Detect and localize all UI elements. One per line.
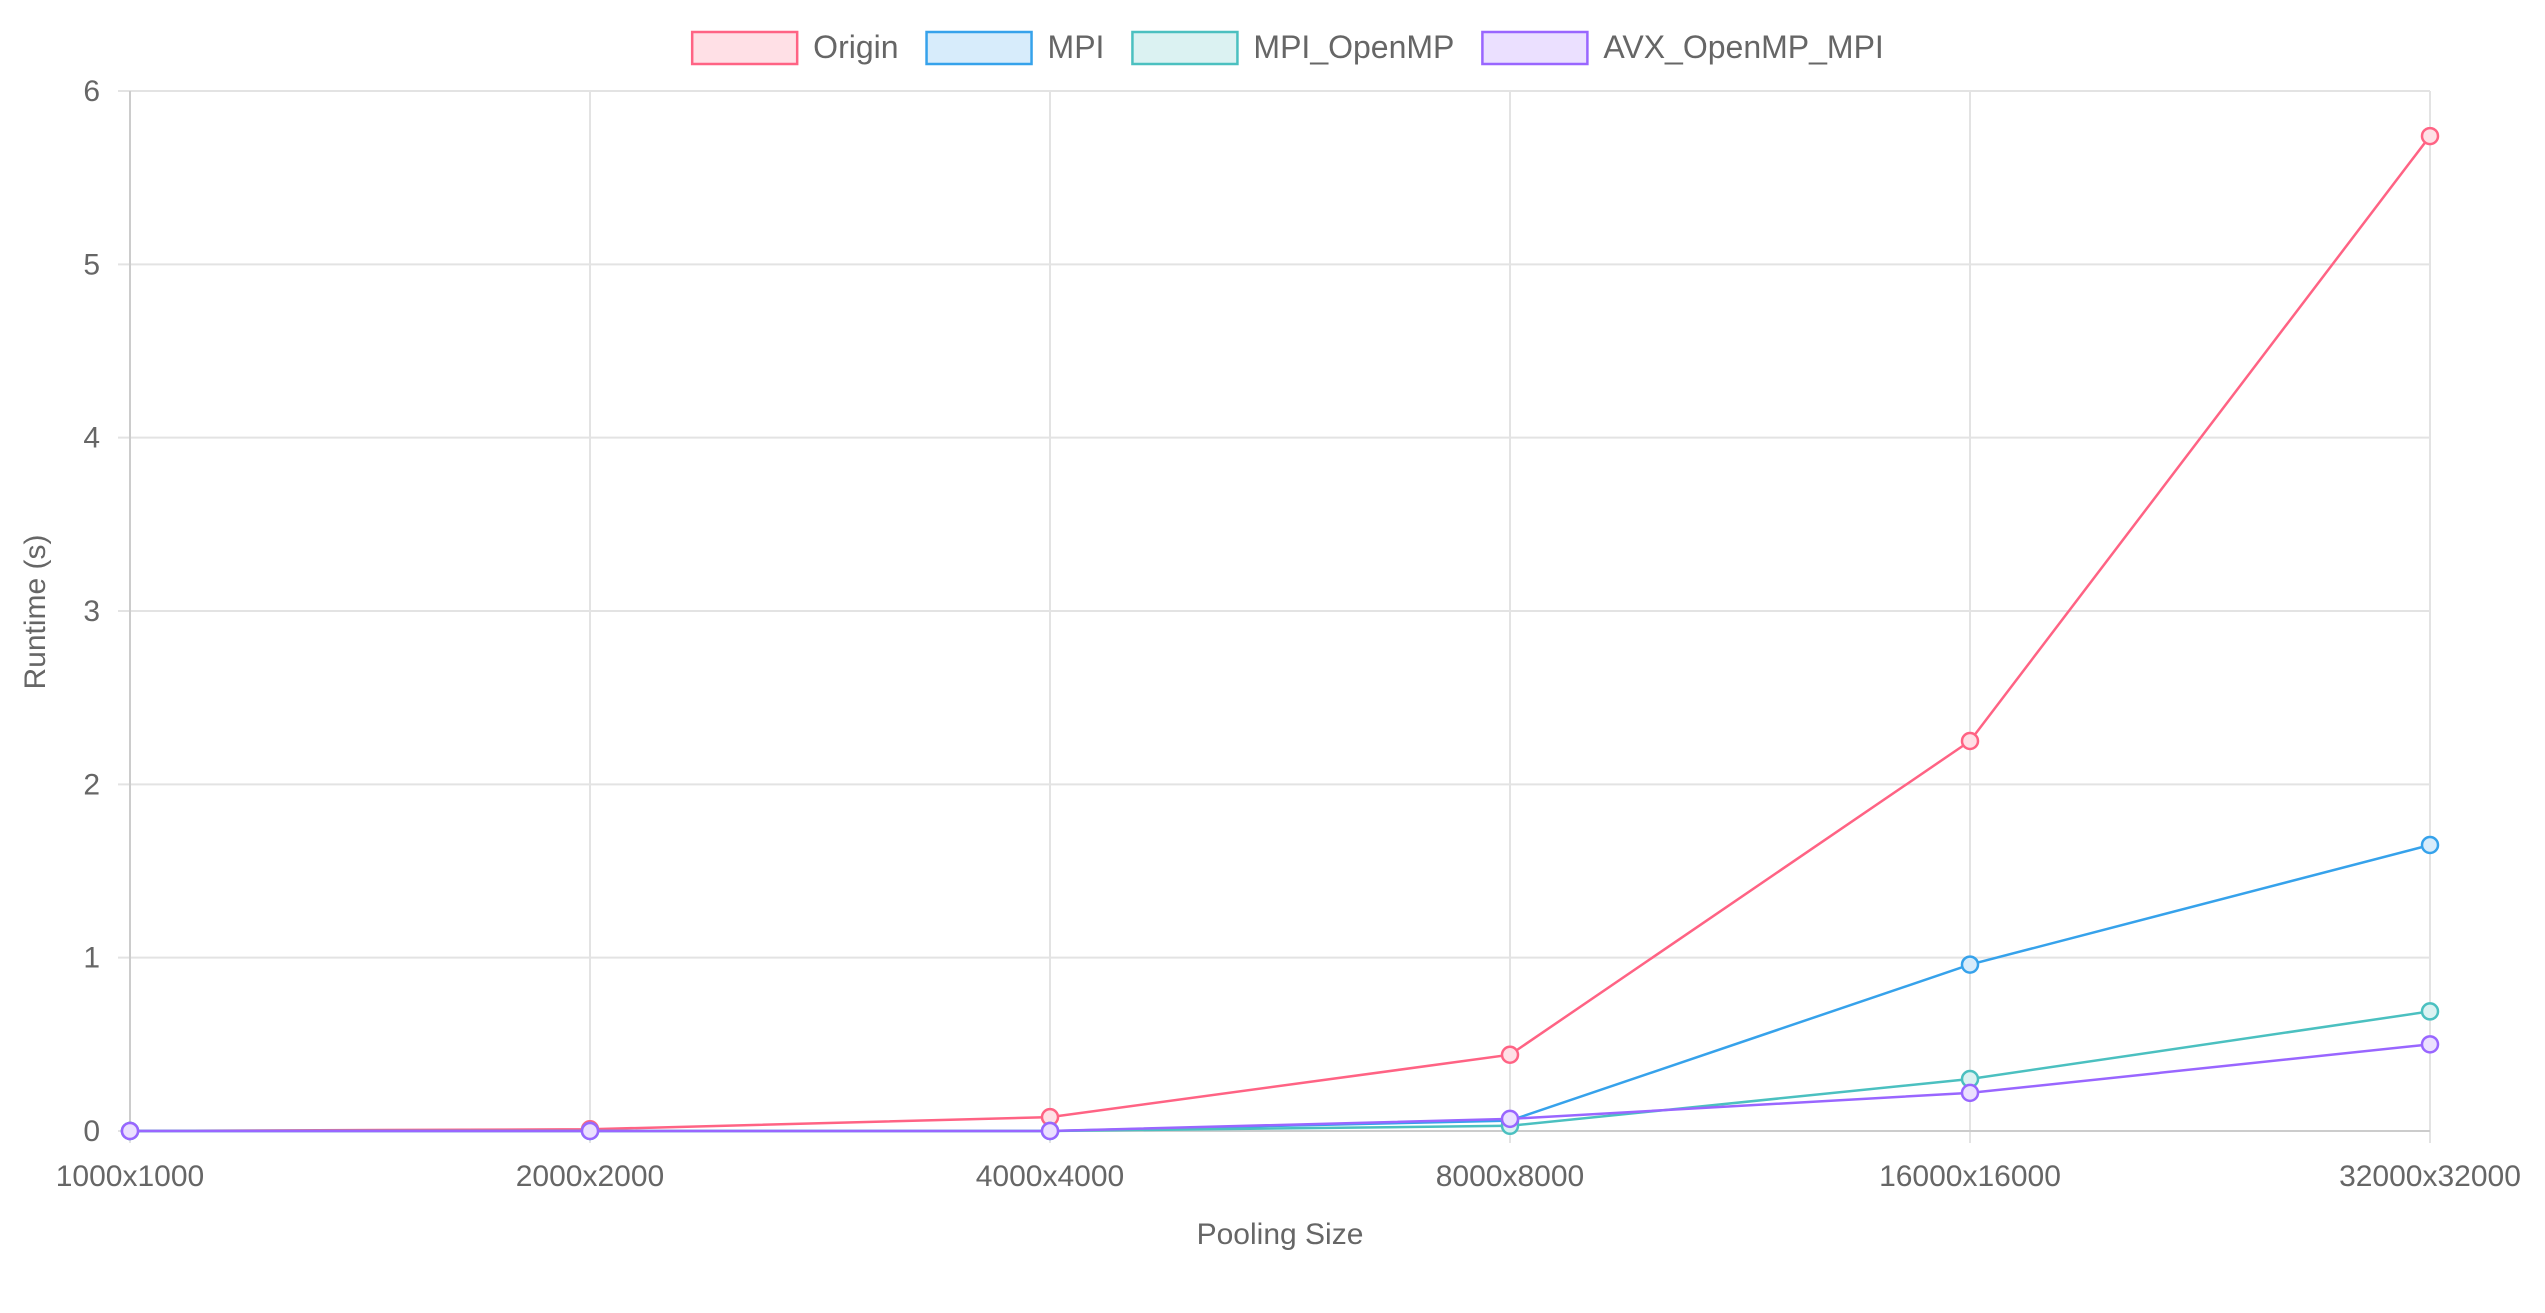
x-tick-label: 32000x32000 xyxy=(2339,1160,2521,1193)
data-point-avx-openmp-mpi[interactable] xyxy=(580,1121,600,1141)
legend-label: MPI xyxy=(1048,29,1105,65)
series-origin xyxy=(120,126,2440,1141)
series-avx-openmp-mpi xyxy=(120,1035,2440,1141)
legend-swatch xyxy=(925,30,1033,66)
data-point-avx-openmp-mpi[interactable] xyxy=(1040,1121,1060,1141)
y-tick-label: 4 xyxy=(83,422,100,455)
data-point-avx-openmp-mpi[interactable] xyxy=(120,1121,140,1141)
x-tick-labels: 1000x1000 2000x2000 4000x4000 8000x8000 1600… xyxy=(56,1160,2521,1193)
series-line-mpi xyxy=(130,843,2431,1133)
y-tick-label: 0 xyxy=(83,1115,100,1148)
grid xyxy=(118,90,2431,1143)
x-axis-title: Pooling Size xyxy=(1197,1218,1364,1251)
y-tick-label: 2 xyxy=(83,768,100,801)
y-tick-label: 6 xyxy=(83,75,100,108)
series-line-origin xyxy=(129,135,2431,1133)
legend-swatch xyxy=(1131,30,1239,66)
legend-item-origin[interactable]: Origin xyxy=(690,29,899,66)
data-point-mpi-openmp[interactable] xyxy=(2420,1002,2440,1021)
x-tick-label: 1000x1000 xyxy=(56,1160,204,1193)
legend-swatch xyxy=(1481,30,1589,66)
x-tick-label: 2000x2000 xyxy=(516,1160,664,1193)
series xyxy=(120,126,2440,1141)
y-tick-labels: 0 1 2 3 4 5 6 xyxy=(83,75,100,1148)
data-point-origin[interactable] xyxy=(1960,731,1980,751)
data-point-origin[interactable] xyxy=(1500,1045,1520,1064)
legend[interactable]: Origin MPI MPI_OpenMP AVX_OpenMP_MPI xyxy=(690,29,1884,66)
y-tick-label: 3 xyxy=(83,595,100,628)
data-point-avx-openmp-mpi[interactable] xyxy=(1960,1083,1980,1103)
series-line-mpi-openmp xyxy=(130,1010,2431,1133)
legend-label: MPI_OpenMP xyxy=(1253,29,1454,65)
data-point-mpi[interactable] xyxy=(2420,835,2440,855)
y-axis-title: Runtime (s) xyxy=(19,534,52,689)
legend-item-mpi[interactable]: MPI xyxy=(925,29,1105,66)
y-tick-label: 5 xyxy=(83,248,100,281)
data-point-avx-openmp-mpi[interactable] xyxy=(1500,1109,1520,1129)
x-tick-label: 8000x8000 xyxy=(1436,1160,1584,1193)
x-tick-label: 16000x16000 xyxy=(1879,1160,2061,1193)
legend-swatch xyxy=(690,30,799,66)
legend-label: Origin xyxy=(813,29,898,65)
x-tick-label: 4000x4000 xyxy=(976,1160,1124,1193)
y-tick-label: 1 xyxy=(83,942,100,975)
legend-item-mpi-openmp[interactable]: MPI_OpenMP xyxy=(1131,29,1454,66)
series-line-avx-openmp-mpi xyxy=(130,1043,2431,1133)
legend-label: AVX_OpenMP_MPI xyxy=(1603,29,1883,65)
series-mpi xyxy=(120,835,2440,1141)
series-mpi-openmp xyxy=(120,1002,2440,1141)
legend-item-avx-openmp-mpi[interactable]: AVX_OpenMP_MPI xyxy=(1481,29,1884,66)
data-point-origin[interactable] xyxy=(2420,126,2440,146)
data-point-mpi[interactable] xyxy=(1960,955,1980,974)
data-point-avx-openmp-mpi[interactable] xyxy=(2420,1035,2440,1054)
